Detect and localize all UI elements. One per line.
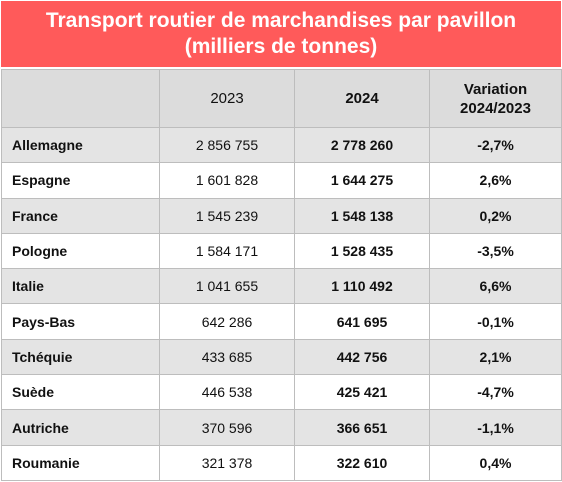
value-2023-cell: 321 378 [159, 444, 295, 481]
variation-cell: 0,2% [429, 197, 562, 234]
header-2024: 2024 [294, 69, 430, 128]
title-line-2: (milliers de tonnes) [184, 35, 378, 58]
table-row: Suède 446 538 425 421 -4,7% [1, 374, 562, 411]
country-cell: Pays-Bas [1, 303, 160, 340]
header-2023: 2023 [159, 69, 295, 128]
value-2024-cell: 442 756 [294, 338, 430, 376]
country-cell: Roumanie [1, 444, 160, 481]
title-line-1: Transport routier de marchandises par pa… [45, 9, 517, 32]
country-cell: Espagne [1, 162, 160, 199]
value-2024-cell: 2 778 260 [294, 126, 430, 164]
country-cell: Tchéquie [1, 338, 160, 376]
table-row: Tchéquie 433 685 442 756 2,1% [1, 338, 562, 376]
variation-cell: -3,5% [429, 232, 562, 270]
header-country [1, 69, 160, 128]
variation-cell: 6,6% [429, 268, 562, 305]
value-2023-cell: 2 856 755 [159, 126, 295, 164]
value-2024-cell: 1 644 275 [294, 162, 430, 199]
value-2024-cell: 322 610 [294, 444, 430, 481]
variation-cell: -4,7% [429, 374, 562, 411]
value-2023-cell: 433 685 [159, 338, 295, 376]
table-title: Transport routier de marchandises par pa… [1, 1, 561, 69]
table-row: Italie 1 041 655 1 110 492 6,6% [1, 268, 562, 305]
value-2023-cell: 642 286 [159, 303, 295, 340]
freight-table: 2023 2024 Variation 2024/2023 Allemagne 2… [1, 69, 562, 481]
value-2024-cell: 1 528 435 [294, 232, 430, 270]
value-2024-cell: 641 695 [294, 303, 430, 340]
header-variation-line-1: Variation [463, 80, 528, 98]
table-row: Pologne 1 584 171 1 528 435 -3,5% [1, 232, 562, 270]
table-row: France 1 545 239 1 548 138 0,2% [1, 197, 562, 234]
country-cell: Italie [1, 268, 160, 305]
variation-cell: 2,6% [429, 162, 562, 199]
variation-cell: 2,1% [429, 338, 562, 376]
table-row: Autriche 370 596 366 651 -1,1% [1, 409, 562, 446]
value-2023-cell: 1 601 828 [159, 162, 295, 199]
value-2023-cell: 370 596 [159, 409, 295, 446]
header-variation-line-2: 2024/2023 [460, 99, 531, 117]
table-row: Pays-Bas 642 286 641 695 -0,1% [1, 303, 562, 340]
value-2024-cell: 1 110 492 [294, 268, 430, 305]
header-row: 2023 2024 Variation 2024/2023 [1, 69, 562, 128]
value-2023-cell: 1 041 655 [159, 268, 295, 305]
header-variation: Variation 2024/2023 [429, 69, 562, 128]
country-cell: Allemagne [1, 126, 160, 164]
value-2024-cell: 366 651 [294, 409, 430, 446]
variation-cell: -2,7% [429, 126, 562, 164]
table-row: Roumanie 321 378 322 610 0,4% [1, 444, 562, 481]
value-2023-cell: 1 545 239 [159, 197, 295, 234]
value-2024-cell: 1 548 138 [294, 197, 430, 234]
country-cell: Autriche [1, 409, 160, 446]
variation-cell: 0,4% [429, 444, 562, 481]
country-cell: France [1, 197, 160, 234]
table-row: Espagne 1 601 828 1 644 275 2,6% [1, 162, 562, 199]
table-row: Allemagne 2 856 755 2 778 260 -2,7% [1, 126, 562, 164]
variation-cell: -1,1% [429, 409, 562, 446]
country-cell: Pologne [1, 232, 160, 270]
value-2023-cell: 1 584 171 [159, 232, 295, 270]
value-2023-cell: 446 538 [159, 374, 295, 411]
value-2024-cell: 425 421 [294, 374, 430, 411]
country-cell: Suède [1, 374, 160, 411]
variation-cell: -0,1% [429, 303, 562, 340]
